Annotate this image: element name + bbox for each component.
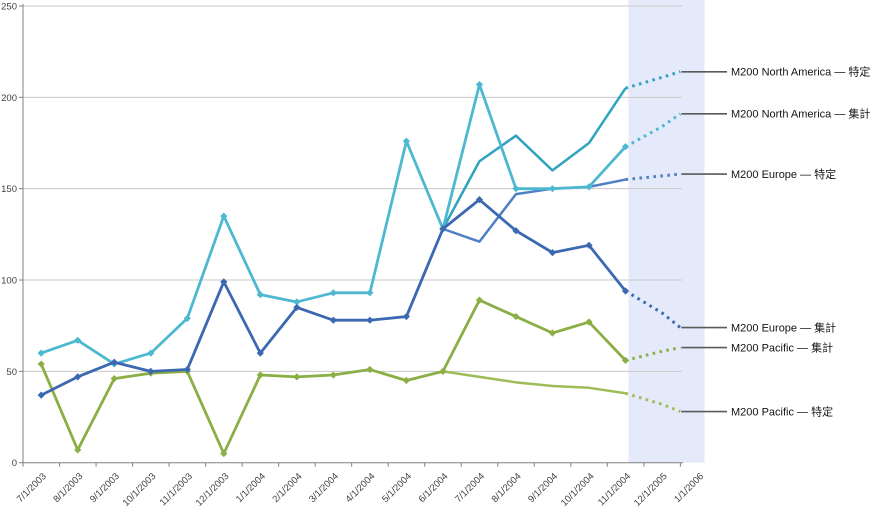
data-point-marker [37,360,45,368]
data-point-marker [402,137,410,145]
y-axis-label-250: 250 [1,2,17,13]
x-axis-label-12-1-2003: 12/1/2003 [194,471,232,509]
x-axis-label-10-1-2004: 10/1/2004 [559,471,597,509]
x-axis-label-12-1-2005: 12/1/2005 [632,471,670,509]
data-point-marker [110,358,118,366]
x-axis-label-11-1-2003: 11/1/2003 [158,471,195,508]
callout-label-m200-north-america-集計: M200 North America — 集計 [731,107,870,121]
data-point-marker [256,349,264,357]
x-axis-label-9-1-2003: 9/1/2003 [88,471,122,505]
data-point-marker [366,289,374,297]
data-point-marker [147,349,155,357]
data-point-marker [183,314,191,322]
x-axis-label-8-1-2004: 8/1/2004 [490,471,524,505]
data-point-marker [512,312,520,321]
data-point-marker [621,287,630,295]
data-point-marker [293,298,301,306]
y-axis-label-0: 0 [12,458,17,469]
data-point-marker [548,329,557,337]
callout-label-m200-europe-集計: M200 Europe — 集計 [731,320,836,334]
y-axis-label-150: 150 [1,184,17,195]
forecast-region-band [628,0,705,463]
data-point-marker [621,143,630,151]
data-point-marker [256,291,264,299]
x-axis-label-4-1-2004: 4/1/2004 [344,471,378,505]
data-point-marker [366,316,374,324]
x-axis-label-7-1-2004: 7/1/2004 [453,471,487,505]
data-point-marker [37,391,45,399]
x-axis-label-3-1-2004: 3/1/2004 [307,471,341,505]
data-point-marker [329,316,337,324]
data-point-marker [512,185,520,193]
data-point-marker [585,318,593,326]
data-point-marker [439,225,447,233]
series-m200-europe-集計 [37,196,682,399]
series-forecast-line-m200-europe-集計 [624,289,682,329]
x-axis-label-1-1-2006: 1/1/2006 [672,471,706,505]
data-point-marker [74,446,82,454]
data-point-marker [402,376,410,385]
series-forecast-line-m200-north-america-特定 [625,70,681,90]
data-point-marker [74,373,82,381]
x-axis-label-9-1-2004: 9/1/2004 [526,471,560,505]
data-point-marker [548,249,557,257]
data-point-marker [402,312,410,321]
series-line-m200-europe-特定 [442,178,626,243]
data-point-marker [512,227,520,235]
data-point-marker [220,212,228,220]
callout-label-m200-pacific-集計: M200 Pacific — 集計 [731,340,833,354]
y-axis-label-100: 100 [1,276,17,287]
data-point-marker [74,336,82,344]
series-line-m200-pacific-特定 [442,370,626,395]
data-point-marker [220,278,228,286]
x-axis-label-5-1-2004: 5/1/2004 [380,471,414,505]
series-m200-north-america-集計 [37,80,682,368]
series-forecast-line-m200-europe-特定 [625,172,681,182]
series-line-m200-europe-集計 [40,198,627,397]
x-axis-label-7-1-2003: 7/1/2003 [15,471,49,505]
data-point-marker [548,185,557,193]
x-axis-label-1-1-2004: 1/1/2004 [234,471,268,505]
series-m200-pacific-特定 [442,370,681,413]
data-point-marker [329,289,337,297]
callout-label-m200-north-america-特定: M200 North America — 特定 [731,65,870,79]
x-axis-label-2-1-2004: 2/1/2004 [271,471,305,505]
data-point-marker [475,296,484,304]
data-point-marker [329,371,337,379]
y-axis-label-50: 50 [6,367,17,378]
data-point-marker [256,371,264,379]
x-axis-label-10-1-2003: 10/1/2003 [121,471,159,509]
series-forecast-line-m200-north-america-集計 [624,112,682,148]
series-forecast-line-m200-pacific-特定 [625,391,681,413]
data-point-marker [439,367,447,375]
series-forecast-line-m200-pacific-集計 [625,346,681,362]
series-m200-europe-特定 [442,172,681,243]
x-axis-label-6-1-2004: 6/1/2004 [417,471,451,505]
callout-label-m200-pacific-特定: M200 Pacific — 特定 [731,404,833,418]
data-point-marker [110,375,118,383]
data-point-marker [475,196,484,204]
data-point-marker [37,349,45,357]
data-point-marker [147,367,155,375]
data-point-marker [475,80,484,89]
data-point-marker [585,183,593,191]
series-m200-pacific-集計 [37,296,681,458]
series-m200-north-america-特定 [441,70,681,230]
x-axis-label-8-1-2003: 8/1/2003 [51,471,85,505]
data-point-marker [220,449,228,458]
y-axis-label-200: 200 [1,93,17,104]
data-point-marker [293,303,301,312]
data-point-marker [183,365,191,374]
callout-label-m200-europe-特定: M200 Europe — 特定 [731,167,836,181]
x-axis-label-11-1-2004: 11/1/2004 [596,471,633,508]
series-line-m200-north-america-特定 [441,87,627,230]
data-point-marker [585,241,593,249]
data-point-marker [293,373,301,381]
data-point-marker [621,356,630,364]
data-point-marker [366,365,374,374]
